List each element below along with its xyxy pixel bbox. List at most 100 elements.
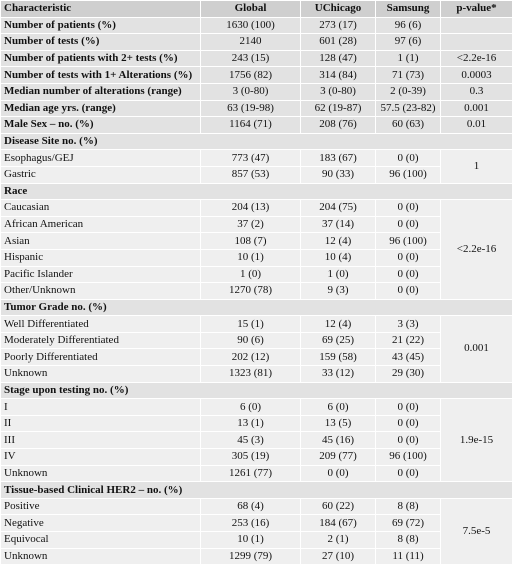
label-cell: Median age yrs. (range) [1, 100, 201, 117]
value-cell: 45 (16) [301, 432, 376, 449]
value-cell: 57.5 (23-82) [376, 100, 441, 117]
value-cell: 90 (33) [301, 166, 376, 183]
value-cell: 1261 (77) [201, 465, 301, 482]
value-cell: 69 (72) [376, 515, 441, 532]
value-cell: 1756 (82) [201, 67, 301, 84]
value-cell: 60 (63) [376, 117, 441, 134]
value-cell: 97 (6) [376, 34, 441, 51]
label-cell: IV [1, 449, 201, 466]
value-cell: 96 (100) [376, 233, 441, 250]
value-cell: 96 (100) [376, 166, 441, 183]
header-cell: Characteristic [1, 1, 201, 18]
summary-row: Median age yrs. (range)63 (19-98)62 (19-… [1, 100, 512, 117]
label-cell: Other/Unknown [1, 283, 201, 300]
value-cell: 159 (58) [301, 349, 376, 366]
value-cell: 314 (84) [301, 67, 376, 84]
value-cell: 21 (22) [376, 332, 441, 349]
value-cell: 0 (0) [376, 249, 441, 266]
value-cell: 253 (16) [201, 515, 301, 532]
label-cell: Moderately Differentiated [1, 332, 201, 349]
value-cell: 13 (5) [301, 415, 376, 432]
value-cell: 33 (12) [301, 366, 376, 383]
value-cell: 0 (0) [376, 266, 441, 283]
value-cell: 0 (0) [376, 150, 441, 167]
value-cell: 1164 (71) [201, 117, 301, 134]
section-header-row: Race [1, 183, 512, 200]
value-cell: 0 (0) [376, 415, 441, 432]
value-cell: 62 (19-87) [301, 100, 376, 117]
header-cell: p-value* [441, 1, 512, 18]
summary-row: Median number of alterations (range) 3 (0… [1, 83, 512, 100]
value-cell: 273 (17) [301, 17, 376, 34]
table-body: Number of patients (%)1630 (100)273 (17)… [1, 17, 512, 565]
section-title: Tissue-based Clinical HER2 – no. (%) [1, 482, 512, 499]
value-cell: 208 (76) [301, 117, 376, 134]
section-title: Stage upon testing no. (%) [1, 382, 512, 399]
value-cell: 2 (1) [301, 532, 376, 549]
value-cell: 773 (47) [201, 150, 301, 167]
value-cell: 68 (4) [201, 498, 301, 515]
value-cell: 3 (0-80) [301, 83, 376, 100]
value-cell: 243 (15) [201, 50, 301, 67]
value-cell: 63 (19-98) [201, 100, 301, 117]
label-cell: Negative [1, 515, 201, 532]
value-cell: 0 (0) [376, 283, 441, 300]
value-cell: 0 (0) [301, 465, 376, 482]
section-header-row: Tumor Grade no. (%) [1, 299, 512, 316]
value-cell: 8 (8) [376, 532, 441, 549]
value-cell: 10 (1) [201, 532, 301, 549]
value-cell: 37 (2) [201, 216, 301, 233]
label-cell: Number of tests (%) [1, 34, 201, 51]
value-cell: 37 (14) [301, 216, 376, 233]
value-cell: 90 (6) [201, 332, 301, 349]
value-cell: 128 (47) [301, 50, 376, 67]
label-cell: Number of patients with 2+ tests (%) [1, 50, 201, 67]
value-cell: 10 (4) [301, 249, 376, 266]
value-cell: 6 (0) [201, 399, 301, 416]
label-cell: III [1, 432, 201, 449]
header-cell: Global [201, 1, 301, 18]
label-cell: I [1, 399, 201, 416]
section-header-row: Stage upon testing no. (%) [1, 382, 512, 399]
label-cell: Number of patients (%) [1, 17, 201, 34]
section-header-row: Disease Site no. (%) [1, 133, 512, 150]
p-value-cell: 1.9e-15 [441, 399, 512, 482]
label-cell: Median number of alterations (range) [1, 83, 201, 100]
label-cell: African American [1, 216, 201, 233]
value-cell: 209 (77) [301, 449, 376, 466]
value-cell: 29 (30) [376, 366, 441, 383]
value-cell: 2140 [201, 34, 301, 51]
value-cell: 71 (73) [376, 67, 441, 84]
value-cell: 96 (6) [376, 17, 441, 34]
label-cell: Unknown [1, 366, 201, 383]
value-cell: 11 (11) [376, 548, 441, 565]
label-cell: Esophagus/GEJ [1, 150, 201, 167]
section-header-row: Tissue-based Clinical HER2 – no. (%) [1, 482, 512, 499]
value-cell: 27 (10) [301, 548, 376, 565]
value-cell: 43 (45) [376, 349, 441, 366]
value-cell: 204 (75) [301, 200, 376, 217]
p-value-cell: 0.001 [441, 100, 512, 117]
value-cell: 204 (13) [201, 200, 301, 217]
section-title: Disease Site no. (%) [1, 133, 512, 150]
value-cell: 202 (12) [201, 349, 301, 366]
p-value-cell: 0.3 [441, 83, 512, 100]
value-cell: 60 (22) [301, 498, 376, 515]
value-cell: 601 (28) [301, 34, 376, 51]
